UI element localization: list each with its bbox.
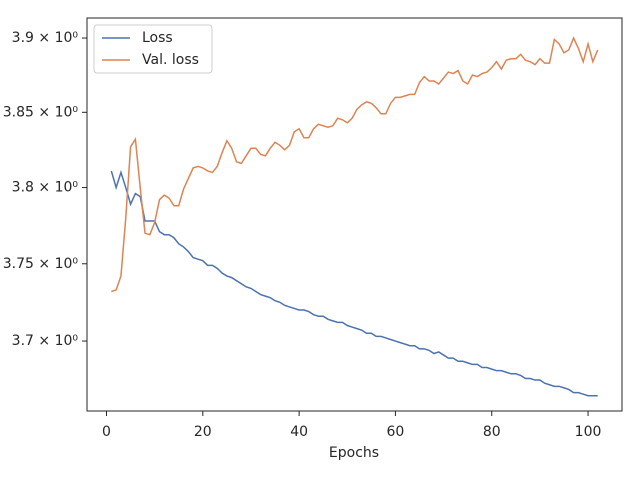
x-tick-label: 20: [194, 424, 212, 440]
legend-box: [93, 24, 213, 74]
series-line: [111, 36, 599, 293]
x-tick-label: 60: [387, 424, 405, 440]
y-tick-label: 3.75 × 10⁰: [3, 256, 79, 272]
legend-label: Loss: [142, 30, 173, 46]
x-tick-label: 100: [575, 424, 602, 440]
legend-label: Val. loss: [142, 52, 199, 68]
x-tick-label: 80: [483, 424, 501, 440]
x-tick-label: 0: [102, 424, 111, 440]
series-line: [110, 169, 598, 397]
y-tick-label: 3.8 × 10⁰: [12, 180, 79, 196]
y-tick-label: 3.9 × 10⁰: [12, 30, 79, 46]
x-axis-label: Epochs: [329, 445, 379, 461]
plot-frame: [86, 17, 623, 412]
x-tick-label: 40: [290, 424, 308, 440]
y-tick-label: 3.7 × 10⁰: [12, 333, 79, 349]
y-tick-label: 3.85 × 10⁰: [3, 104, 79, 120]
